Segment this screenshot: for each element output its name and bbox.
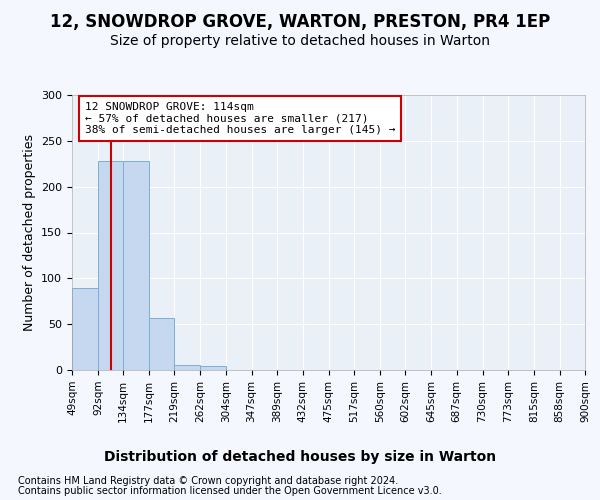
Text: Distribution of detached houses by size in Warton: Distribution of detached houses by size …: [104, 450, 496, 464]
Text: Contains HM Land Registry data © Crown copyright and database right 2024.: Contains HM Land Registry data © Crown c…: [18, 476, 398, 486]
Text: Size of property relative to detached houses in Warton: Size of property relative to detached ho…: [110, 34, 490, 48]
Text: Contains public sector information licensed under the Open Government Licence v3: Contains public sector information licen…: [18, 486, 442, 496]
Y-axis label: Number of detached properties: Number of detached properties: [23, 134, 35, 331]
Bar: [123, 161, 149, 370]
Text: 12, SNOWDROP GROVE, WARTON, PRESTON, PR4 1EP: 12, SNOWDROP GROVE, WARTON, PRESTON, PR4…: [50, 14, 550, 32]
Bar: [175, 364, 200, 370]
Text: 12 SNOWDROP GROVE: 114sqm
← 57% of detached houses are smaller (217)
38% of semi: 12 SNOWDROP GROVE: 114sqm ← 57% of detac…: [85, 102, 395, 135]
Bar: [72, 288, 98, 370]
Bar: [98, 161, 123, 370]
Bar: [200, 366, 226, 370]
Bar: [149, 318, 175, 370]
